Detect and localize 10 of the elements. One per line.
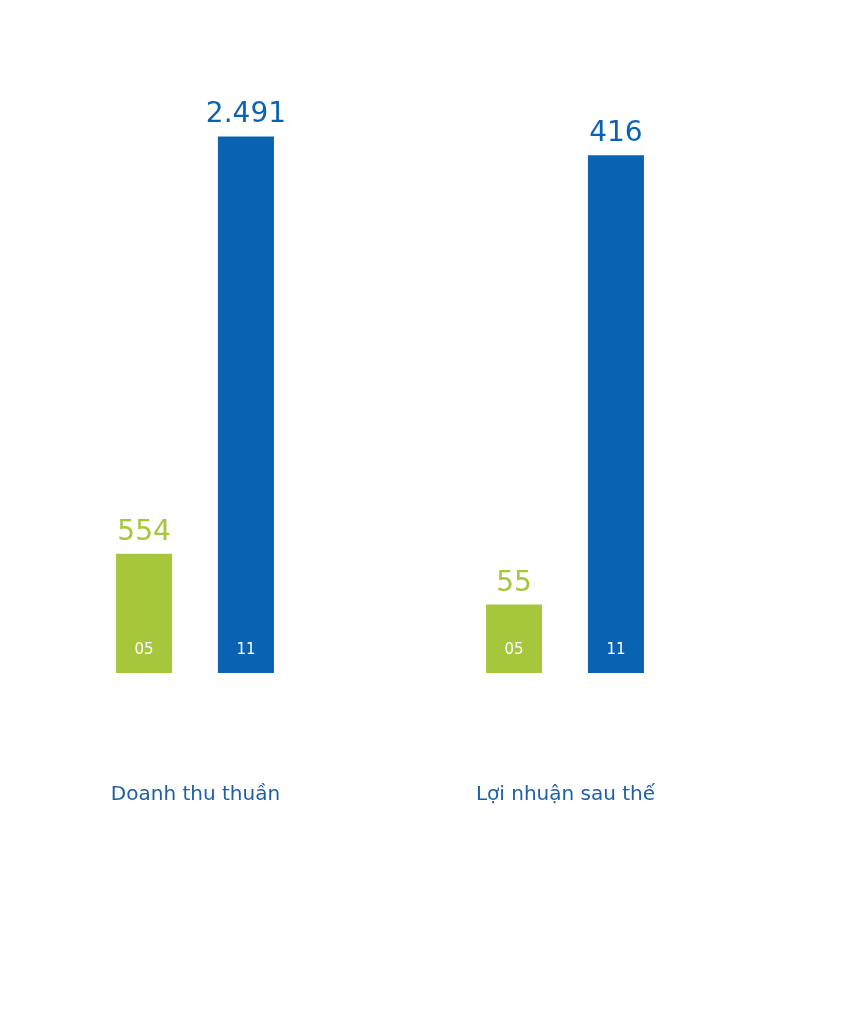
data-label: 416 (589, 115, 643, 149)
x-tick-label: 05 (134, 639, 154, 658)
data-label: 2.491 (205, 96, 287, 130)
data-label: 55 (496, 564, 532, 598)
x-tick-label: 05 (504, 639, 524, 658)
x-axis-title: Doanh thu thuần (110, 780, 281, 805)
x-tick-label: 11 (606, 639, 626, 658)
data-label: 554 (117, 513, 171, 547)
x-axis-title: Lợi nhuận sau thế (475, 780, 656, 805)
x-tick-label: 11 (236, 639, 256, 658)
